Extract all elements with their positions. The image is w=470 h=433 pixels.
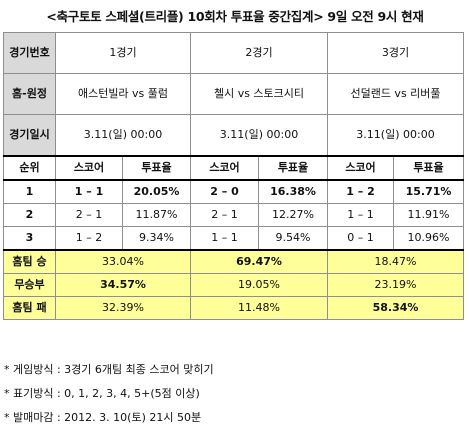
score-header-2: 스코어 bbox=[190, 155, 259, 181]
score-cell: 1 – 2 bbox=[327, 179, 394, 204]
notes: * 게임방식 : 3경기 6개팀 최종 스코어 맞히기 * 표기방식 : 0, … bbox=[4, 358, 464, 430]
vote-cell: 10.96% bbox=[393, 226, 464, 251]
game-1-header: 1경기 bbox=[55, 32, 191, 74]
vote-header-1: 투표율 bbox=[122, 155, 191, 181]
vote-cell: 11.87% bbox=[122, 203, 191, 227]
vote-header-3: 투표율 bbox=[393, 155, 464, 181]
home-win-game-1: 33.04% bbox=[55, 249, 191, 274]
score-cell: 2 – 1 bbox=[190, 203, 259, 227]
game-3-header: 3경기 bbox=[327, 32, 464, 74]
score-cell: 0 – 1 bbox=[327, 226, 394, 251]
home-loss-label: 홈팀 패 bbox=[3, 296, 56, 320]
home-win-row: 홈팀 승 33.04% 69.47% 18.47% bbox=[3, 249, 464, 274]
rank-number: 2 bbox=[3, 203, 56, 227]
date-game-3: 3.11(일) 00:00 bbox=[327, 114, 464, 157]
game-2-header: 2경기 bbox=[190, 32, 328, 74]
score-cell: 1 – 1 bbox=[327, 203, 394, 227]
home-win-game-2: 69.47% bbox=[190, 249, 328, 274]
page-title: <축구토토 스페셜(트리플) 10회차 투표율 중간집계> 9일 오전 9시 현… bbox=[46, 9, 424, 24]
score-cell: 1 – 2 bbox=[55, 226, 123, 251]
rank-number: 3 bbox=[3, 226, 56, 251]
vote-cell: 11.91% bbox=[393, 203, 464, 227]
date-game-1: 3.11(일) 00:00 bbox=[55, 114, 191, 157]
rank-row-3: 3 1 – 2 9.34% 1 – 1 9.54% 0 – 1 10.96% bbox=[3, 226, 464, 251]
draw-label: 무승부 bbox=[3, 273, 56, 297]
rank-number: 1 bbox=[3, 179, 56, 204]
date-game-2: 3.11(일) 00:00 bbox=[190, 114, 328, 157]
note-notation: * 표기방식 : 0, 1, 2, 3, 4, 5+(5점 이상) bbox=[4, 387, 200, 400]
date-label: 경기일시 bbox=[3, 114, 56, 157]
rank-label: 순위 bbox=[3, 155, 56, 181]
rank-header-row: 순위 스코어 투표율 스코어 투표율 스코어 투표율 bbox=[3, 155, 464, 181]
date-row: 경기일시 3.11(일) 00:00 3.11(일) 00:00 3.11(일)… bbox=[3, 114, 464, 157]
note-deadline: * 발매마감 : 2012. 3. 10(토) 21시 50분 bbox=[4, 411, 202, 424]
matchup-label: 홈-원정 bbox=[3, 73, 56, 115]
home-win-game-3: 18.47% bbox=[327, 249, 464, 274]
home-loss-row: 홈팀 패 32.39% 11.48% 58.34% bbox=[3, 296, 464, 320]
home-win-label: 홈팀 승 bbox=[3, 249, 56, 274]
matchup-game-2: 첼시 vs 스토크시티 bbox=[190, 73, 328, 115]
draw-row: 무승부 34.57% 19.05% 23.19% bbox=[3, 273, 464, 297]
vote-table: 경기번호 1경기 2경기 3경기 홈-원정 애스턴빌라 vs 풀럼 첼시 vs … bbox=[3, 32, 464, 320]
score-cell: 1 – 1 bbox=[190, 226, 259, 251]
score-header-1: 스코어 bbox=[55, 155, 123, 181]
note-game-method: * 게임방식 : 3경기 6개팀 최종 스코어 맞히기 bbox=[4, 363, 214, 376]
score-header-3: 스코어 bbox=[327, 155, 394, 181]
score-cell: 1 – 1 bbox=[55, 179, 123, 204]
score-cell: 2 – 0 bbox=[190, 179, 259, 204]
matchup-game-3: 선덜랜드 vs 리버풀 bbox=[327, 73, 464, 115]
game-number-row: 경기번호 1경기 2경기 3경기 bbox=[3, 32, 464, 74]
draw-game-1: 34.57% bbox=[55, 273, 191, 297]
vote-cell: 20.05% bbox=[122, 179, 191, 204]
vote-cell: 12.27% bbox=[258, 203, 328, 227]
rank-row-1: 1 1 – 1 20.05% 2 – 0 16.38% 1 – 2 15.71% bbox=[3, 179, 464, 204]
home-loss-game-2: 11.48% bbox=[190, 296, 328, 320]
vote-cell: 9.54% bbox=[258, 226, 328, 251]
home-loss-game-1: 32.39% bbox=[55, 296, 191, 320]
vote-cell: 15.71% bbox=[393, 179, 464, 204]
home-loss-game-3: 58.34% bbox=[327, 296, 464, 320]
draw-game-3: 23.19% bbox=[327, 273, 464, 297]
vote-cell: 16.38% bbox=[258, 179, 328, 204]
score-cell: 2 – 1 bbox=[55, 203, 123, 227]
matchup-row: 홈-원정 애스턴빌라 vs 풀럼 첼시 vs 스토크시티 선덜랜드 vs 리버풀 bbox=[3, 73, 464, 115]
vote-header-2: 투표율 bbox=[258, 155, 328, 181]
rank-row-2: 2 2 – 1 11.87% 2 – 1 12.27% 1 – 1 11.91% bbox=[3, 203, 464, 227]
draw-game-2: 19.05% bbox=[190, 273, 328, 297]
vote-cell: 9.34% bbox=[122, 226, 191, 251]
matchup-game-1: 애스턴빌라 vs 풀럼 bbox=[55, 73, 191, 115]
game-number-label: 경기번호 bbox=[3, 32, 56, 74]
